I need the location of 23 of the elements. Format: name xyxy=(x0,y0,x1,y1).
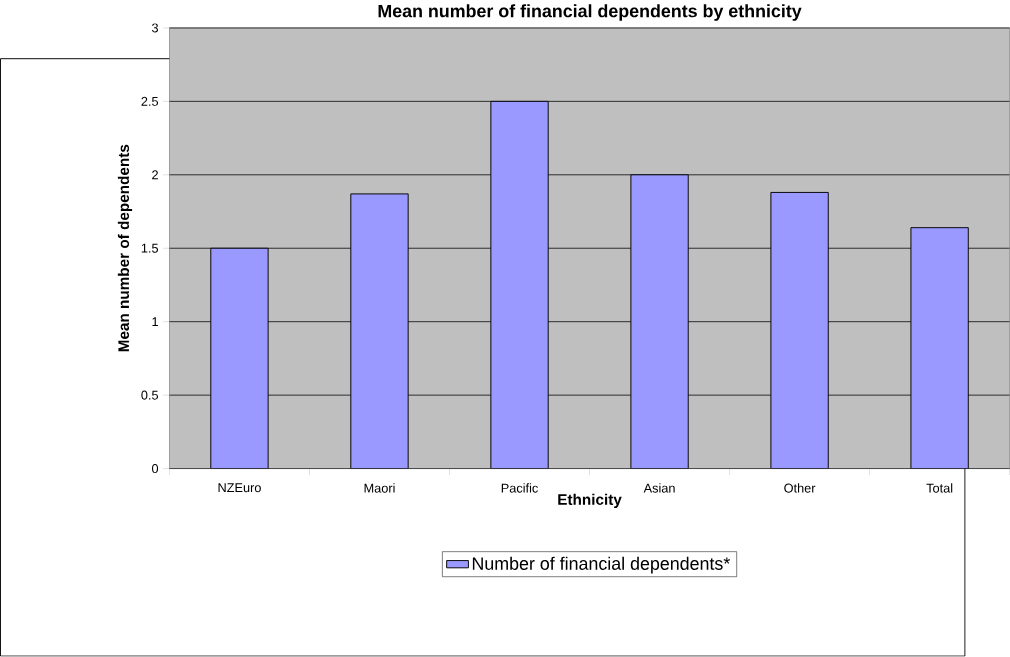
x-tick-label: Maori xyxy=(364,483,395,493)
bar xyxy=(210,247,269,469)
bar xyxy=(630,174,689,469)
x-tick-label: Total xyxy=(926,483,953,493)
x-tick-label: NZEuro xyxy=(218,483,261,493)
y-tick-label: 0.5 xyxy=(141,390,159,400)
bar xyxy=(770,192,829,469)
y-tick-label: 2.5 xyxy=(141,97,159,107)
y-tick-label: 3 xyxy=(151,23,159,33)
y-tick-label: 1 xyxy=(152,317,158,327)
x-axis-title: Ethnicity xyxy=(558,493,622,509)
x-tick-label: Pacific xyxy=(501,483,538,493)
x-tick-label: Asian xyxy=(643,483,675,493)
bar xyxy=(490,101,549,469)
y-tick-label: 0 xyxy=(151,464,159,474)
legend-label: Number of financial dependents* xyxy=(472,556,731,574)
x-tick-label: Other xyxy=(784,483,816,493)
y-tick-label: 1.5 xyxy=(141,244,159,253)
chart-title: Mean number of financial dependents by ethnicity xyxy=(378,4,802,22)
y-tick-label: 2 xyxy=(152,170,158,180)
y-axis-title: Mean number of dependents xyxy=(117,145,133,352)
bar xyxy=(350,193,409,469)
bar xyxy=(910,227,969,469)
